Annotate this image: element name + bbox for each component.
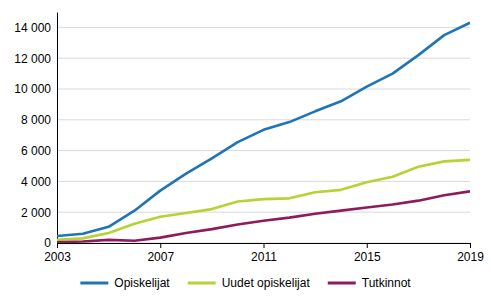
x-tick-mark [470,243,471,248]
x-tick: 2011 [251,243,277,264]
series-line [57,160,470,240]
legend-label: Tutkinnot [362,276,412,290]
y-tick: 2 000 [21,206,57,220]
x-tick: 2015 [354,243,381,264]
y-tick: 6 000 [21,144,57,158]
grid-line [57,27,470,28]
x-axis-line [58,244,471,249]
x-tick: 2003 [44,243,71,264]
y-tick-label: 14 000 [14,21,51,35]
y-axis: 0 2 000 4 000 6 000 8 000 10 000 12 000 14 000 [14,13,57,251]
y-tick: 12 000 [14,52,57,66]
x-tick-mark [57,243,58,248]
y-tick: 4 000 [21,175,57,189]
y-tick-label: 4 000 [21,175,51,189]
legend-swatch [80,282,108,285]
x-tick-label: 2007 [147,250,174,264]
x-tick-label: 2003 [44,250,71,264]
grid-line [57,212,470,213]
legend: Opiskelijat Uudet opiskelijat Tutkinnot [80,276,411,290]
grid-line [57,181,470,182]
grid-line [57,119,470,120]
grid-line [57,58,470,59]
y-tick-label: 8 000 [21,113,51,127]
legend-item: Uudet opiskelijat [188,276,311,290]
legend-swatch [328,282,356,285]
x-tick-label: 2015 [354,250,381,264]
legend-item: Opiskelijat [80,276,170,290]
legend-swatch [188,282,216,285]
y-tick: 10 000 [14,82,57,96]
legend-item: Tutkinnot [328,276,412,290]
y-tick: 0 [44,236,57,250]
y-tick-label: 2 000 [21,206,51,220]
y-axis-line [57,13,58,244]
legend-label: Uudet opiskelijat [222,276,311,290]
y-tick-label: 12 000 [14,52,51,66]
y-tick: 14 000 [14,21,57,35]
series-lines [57,23,470,242]
grid [57,27,470,243]
y-tick-label: 0 [44,236,51,250]
grid-line [57,89,470,90]
grid-line [57,150,470,151]
series-line [57,23,470,236]
chart: 0 2 000 4 000 6 000 8 000 10 000 12 000 14 000 2… [0,0,491,302]
y-tick: 8 000 [21,113,57,127]
legend-label: Opiskelijat [114,276,170,290]
y-tick-label: 6 000 [21,144,51,158]
x-tick: 2019 [457,243,484,264]
x-axis: 2003 2007 2011 2015 2019 [44,243,484,264]
y-tick-label: 10 000 [14,82,51,96]
x-tick-mark [367,243,368,248]
x-tick-label: 2019 [457,250,484,264]
x-tick-mark [264,243,265,248]
x-tick-label: 2011 [251,250,277,264]
x-tick-mark [160,243,161,248]
series-line [57,191,470,242]
x-tick: 2007 [147,243,174,264]
